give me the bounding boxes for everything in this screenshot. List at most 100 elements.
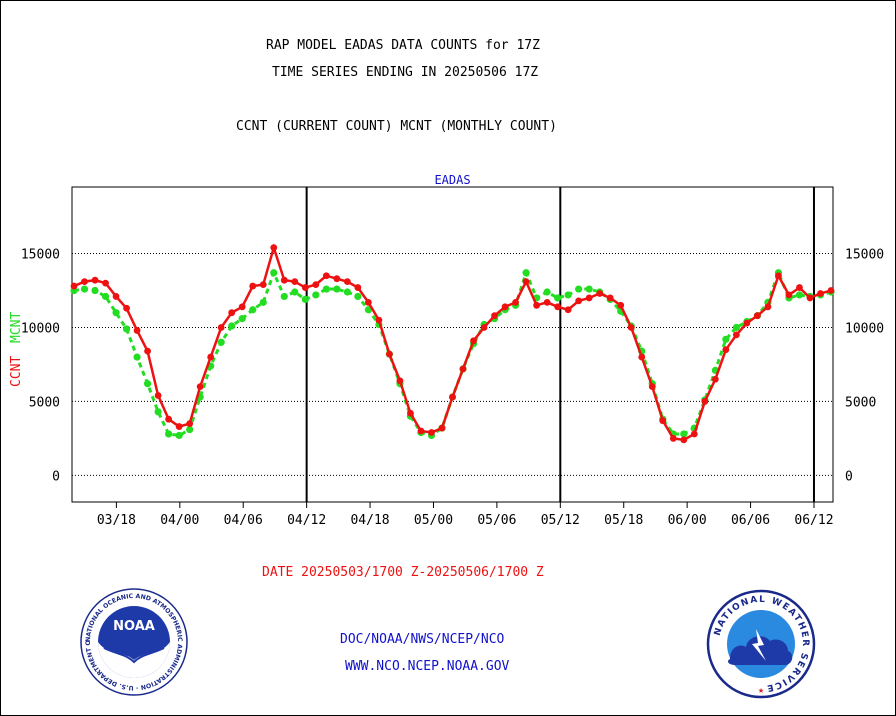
x-tick-label: 04/12 (287, 513, 326, 528)
series-ccnt-point (480, 324, 488, 331)
series-mcnt-line (73, 268, 832, 438)
series-ccnt-point (754, 312, 761, 320)
series-ccnt-point (491, 312, 498, 320)
x-tick-label: 03/18 (97, 513, 136, 528)
x-tick-label: 04/00 (160, 513, 199, 528)
series-ccnt-point (596, 290, 604, 297)
series-ccnt-point (606, 294, 614, 302)
series-mcnt-point (143, 380, 152, 388)
series-ccnt-point (417, 427, 425, 435)
series-ccnt-line (73, 243, 832, 442)
series-ccnt-point (659, 417, 667, 425)
nws-logo: NATIONAL WEATHER SERVICE ★ (706, 589, 816, 699)
series-ccnt-point (827, 287, 835, 294)
series-mcnt-point (312, 291, 320, 299)
series-ccnt-point (428, 429, 435, 436)
x-tick-label: 04/18 (350, 513, 389, 528)
series-ccnt-point (165, 415, 173, 423)
series-ccnt-point (249, 282, 257, 290)
x-tick-label: 04/06 (224, 513, 263, 528)
y-tick-label-right: 0 (845, 469, 853, 484)
series-ccnt-point (154, 392, 162, 399)
series-mcnt-point (165, 430, 173, 438)
series-ccnt-point (806, 294, 814, 302)
series-mcnt-point (522, 269, 530, 277)
series-mcnt-point (133, 353, 141, 361)
header-line-1: RAP MODEL EADAS DATA COUNTS for 17Z (266, 38, 540, 53)
series-ccnt-point (701, 398, 709, 405)
series-mcnt-point (354, 292, 362, 301)
series-mcnt-point (80, 285, 89, 293)
x-tick-label: 05/00 (414, 513, 453, 528)
series-ccnt-point (743, 319, 751, 327)
series-mcnt-point (343, 288, 351, 296)
series-mcnt-point (680, 430, 688, 438)
series-ccnt-point (533, 301, 541, 309)
series-ccnt-point (680, 436, 688, 444)
series-ccnt-point (407, 409, 414, 417)
series-ccnt-point (512, 298, 519, 306)
chart-title: EADAS (434, 173, 470, 187)
date-range-label: DATE 20250503/1700 Z-20250506/1700 Z (262, 565, 544, 580)
series-ccnt-point (123, 304, 130, 312)
series-ccnt-point (775, 272, 782, 280)
y-axis-label-mcnt: MCNT (9, 312, 24, 343)
series-ccnt-point (396, 377, 404, 385)
series-ccnt-point (785, 291, 793, 299)
series-mcnt-point (301, 295, 309, 303)
series-ccnt-point (711, 375, 719, 383)
noaa-logo: NATIONAL OCEANIC AND ATMOSPHERIC ADMINIS… (80, 588, 188, 696)
series-mcnt-point (364, 306, 372, 314)
series-ccnt-point (617, 301, 625, 309)
y-tick-label-right: 5000 (845, 395, 876, 410)
series-mcnt-point (101, 292, 110, 301)
series-ccnt-point (722, 346, 730, 354)
series-ccnt-point (112, 293, 120, 300)
series-mcnt-point (91, 286, 99, 295)
y-tick-label-right: 15000 (845, 248, 884, 263)
series-ccnt-point (669, 435, 677, 442)
series-ccnt-point (690, 430, 698, 438)
series-mcnt-point (112, 309, 120, 317)
x-tick-label: 06/00 (668, 513, 707, 528)
series-mcnt-point (249, 306, 257, 314)
series-ccnt-point (343, 278, 351, 286)
org-label: DOC/NOAA/NWS/NCEP/NCO (340, 632, 505, 647)
y-tick-label-left: 10000 (21, 321, 60, 336)
y-tick-label-right: 10000 (845, 321, 884, 336)
series-ccnt-point (501, 303, 509, 311)
series-ccnt-point (386, 350, 393, 358)
url-link[interactable]: WWW.NCO.NCEP.NOAA.GOV (345, 659, 510, 674)
plot-area (71, 186, 834, 503)
header-line-2: TIME SERIES ENDING IN 20250506 17Z (272, 65, 539, 80)
series-ccnt-point (449, 393, 456, 401)
x-tick-label: 05/06 (477, 513, 516, 528)
series-mcnt-point (154, 408, 162, 416)
series-ccnt-point (575, 297, 583, 305)
x-tick-label: 06/12 (794, 513, 833, 528)
series-ccnt-point (301, 284, 309, 291)
series-mcnt-point (554, 294, 562, 302)
y-tick-label-left: 15000 (21, 248, 60, 263)
series-mcnt-point (322, 285, 330, 293)
series-mcnt-point (122, 325, 131, 333)
series-ccnt-point (322, 272, 330, 280)
series-mcnt-point (575, 285, 583, 293)
series-mcnt-point (186, 425, 194, 434)
series-ccnt-point (81, 278, 88, 286)
series-mcnt-point (259, 298, 267, 306)
series-ccnt-point (354, 284, 362, 291)
series-mcnt-point (795, 291, 804, 299)
series-ccnt-point (364, 298, 372, 306)
series-ccnt-point (564, 306, 572, 314)
x-tick-label: 05/12 (541, 513, 580, 528)
series-ccnt-point (186, 420, 194, 428)
series-ccnt-point (217, 324, 225, 331)
series-mcnt-point (732, 323, 740, 332)
series-ccnt-point (133, 327, 141, 334)
series-ccnt-point (207, 353, 215, 361)
series-ccnt-point (459, 365, 467, 373)
noaa-logo-text: NOAA (113, 619, 155, 634)
series-ccnt-point (543, 298, 551, 306)
